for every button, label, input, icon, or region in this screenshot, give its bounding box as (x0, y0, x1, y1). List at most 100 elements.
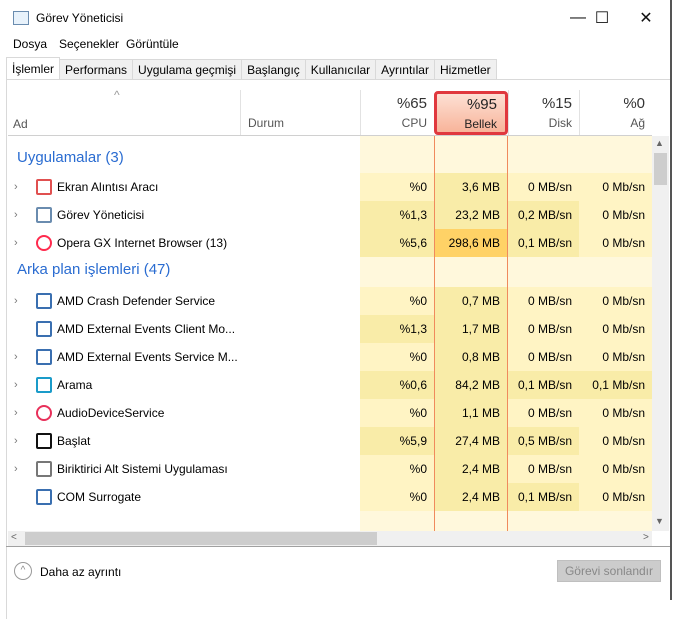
horizontal-scroll-thumb[interactable] (25, 532, 377, 545)
column-header-name[interactable]: Ad (13, 117, 28, 131)
scroll-down-icon[interactable]: ▼ (655, 516, 664, 526)
task-manager-icon (36, 207, 52, 223)
process-disk-value: 0 MB/sn (508, 287, 579, 315)
chevron-right-icon[interactable]: › (14, 237, 18, 249)
process-net-value: 0,1 Mb/sn (579, 371, 652, 399)
maximize-button[interactable]: ☐ (594, 10, 610, 27)
tab-performans[interactable]: Performans (60, 59, 134, 80)
chevron-right-icon[interactable]: › (14, 379, 18, 391)
process-disk-value: 0 MB/sn (508, 455, 579, 483)
divider (6, 79, 670, 80)
column-label: Ağ (630, 116, 645, 130)
window-title: Görev Yöneticisi (36, 11, 124, 25)
process-name: COM Surrogate (57, 490, 142, 504)
vertical-scroll-thumb[interactable] (654, 153, 667, 185)
vertical-scrollbar[interactable] (652, 136, 669, 531)
divider (8, 135, 652, 136)
memory-column-border (507, 136, 508, 531)
process-name: Ekran Alıntısı Aracı (57, 180, 159, 194)
chevron-right-icon[interactable]: › (14, 351, 18, 363)
chevron-right-icon[interactable]: › (14, 295, 18, 307)
process-mem-value: 0,7 MB (435, 287, 507, 315)
minimize-button[interactable]: — (570, 9, 586, 26)
divider (6, 546, 670, 547)
process-disk-value: 0,5 MB/sn (508, 427, 579, 455)
process-name: Başlat (57, 434, 91, 448)
process-disk-value: 0 MB/sn (508, 315, 579, 343)
process-net-value: 0 Mb/sn (579, 455, 652, 483)
process-cpu-value: %0 (360, 399, 434, 427)
scroll-right-icon[interactable]: > (643, 532, 649, 543)
tab-hizmetler[interactable]: Hizmetler (434, 59, 497, 80)
process-net-value: 0 Mb/sn (579, 427, 652, 455)
end-task-button[interactable]: Görevi sonlandır (557, 560, 661, 582)
process-name: Görev Yöneticisi (57, 208, 145, 222)
column-pct: %15 (541, 95, 572, 112)
chevron-up-icon[interactable]: ^ (14, 562, 32, 580)
column-label: CPU (401, 116, 427, 130)
process-mem-value: 2,4 MB (435, 483, 507, 511)
column-header-status[interactable]: Durum (240, 90, 360, 135)
process-disk-value: 0,1 MB/sn (508, 371, 579, 399)
column-header-disk[interactable]: %15 Disk (508, 90, 579, 135)
process-mem-value: 3,6 MB (435, 173, 507, 201)
window-border (670, 0, 672, 600)
process-mem-value: 298,6 MB (435, 229, 507, 257)
memory-column-border (434, 136, 435, 531)
process-net-value: 0 Mb/sn (579, 201, 652, 229)
column-header-memory[interactable]: %95 Bellek (434, 91, 508, 135)
process-cpu-value: %0 (360, 343, 434, 371)
process-net-value: 0 Mb/sn (579, 173, 652, 201)
column-header-network[interactable]: %0 Ağ (579, 90, 652, 135)
column-header-cpu[interactable]: %65 CPU (360, 90, 434, 135)
divider (6, 79, 7, 619)
service-icon (36, 349, 52, 365)
scroll-left-icon[interactable]: < (11, 532, 17, 543)
process-mem-value: 1,7 MB (435, 315, 507, 343)
tab-uygulama-gecmisi[interactable]: Uygulama geçmişi (133, 59, 243, 80)
column-label: Disk (548, 116, 572, 130)
process-name: AMD External Events Client Mo... (57, 322, 236, 336)
chevron-right-icon[interactable]: › (14, 407, 18, 419)
chevron-right-icon[interactable]: › (14, 463, 18, 475)
menu-secenekler[interactable]: Seçenekler (59, 37, 120, 51)
process-mem-value: 0,8 MB (435, 343, 507, 371)
headset-icon (36, 405, 52, 421)
tab-kullanicilar[interactable]: Kullanıcılar (305, 59, 377, 80)
process-cpu-value: %0 (360, 455, 434, 483)
process-disk-value: 0 MB/sn (508, 173, 579, 201)
tab-islemler[interactable]: İşlemler (6, 57, 61, 80)
process-net-value: 0 Mb/sn (579, 229, 652, 257)
column-pct: %0 (623, 95, 645, 112)
process-name: AMD External Events Service M... (57, 350, 238, 364)
process-net-value: 0 Mb/sn (579, 399, 652, 427)
less-details-link[interactable]: Daha az ayrıntı (40, 565, 122, 579)
tab-ayrintilar[interactable]: Ayrıntılar (376, 59, 435, 80)
chevron-right-icon[interactable]: › (14, 435, 18, 447)
process-disk-value: 0,1 MB/sn (508, 483, 579, 511)
menu-dosya[interactable]: Dosya (13, 37, 48, 51)
service-icon (36, 321, 52, 337)
process-name: AMD Crash Defender Service (57, 294, 216, 308)
group-header: Arka plan işlemleri (47) (17, 261, 171, 278)
column-label: Durum (248, 116, 285, 130)
column-label: Bellek (464, 117, 497, 131)
process-cpu-value: %1,3 (360, 315, 434, 343)
printer-icon (36, 461, 52, 477)
process-mem-value: 2,4 MB (435, 455, 507, 483)
scroll-up-icon[interactable]: ▲ (655, 138, 664, 148)
chevron-right-icon[interactable]: › (14, 209, 18, 221)
chevron-right-icon[interactable]: › (14, 181, 18, 193)
process-cpu-value: %5,9 (360, 427, 434, 455)
process-net-value: 0 Mb/sn (579, 315, 652, 343)
process-net-value: 0 Mb/sn (579, 287, 652, 315)
process-mem-value: 23,2 MB (435, 201, 507, 229)
snipping-tool-icon (36, 179, 52, 195)
close-button[interactable]: ✕ (639, 10, 653, 27)
column-pct: %65 (396, 95, 427, 112)
tab-baslangic[interactable]: Başlangıç (242, 59, 306, 80)
menu-goruntule[interactable]: Görüntüle (126, 37, 179, 51)
process-cpu-value: %0 (360, 483, 434, 511)
sort-ascending-icon: ^ (114, 88, 120, 102)
process-disk-value: 0 MB/sn (508, 399, 579, 427)
